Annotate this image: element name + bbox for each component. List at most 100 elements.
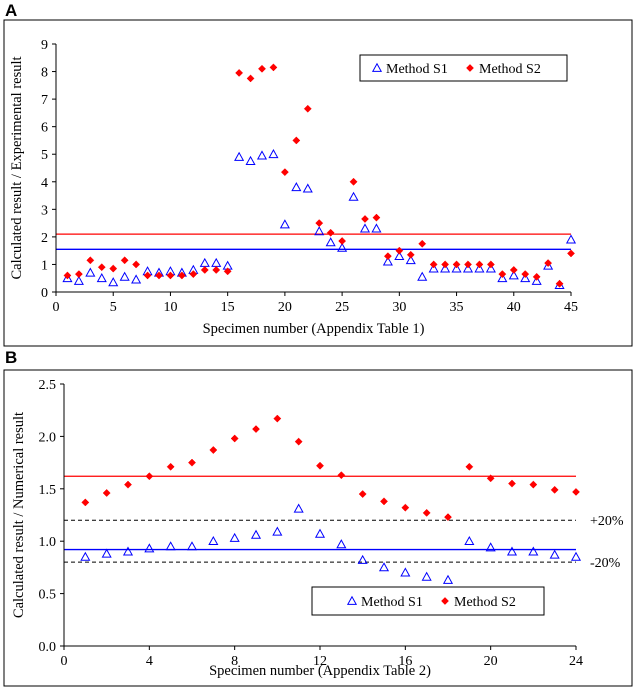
legend-marker-s2 [466, 64, 474, 72]
y-tick-label: 0.5 [39, 588, 57, 603]
point-s2 [166, 462, 175, 471]
point-s2 [349, 177, 358, 186]
point-s1 [506, 546, 518, 556]
y-tick-label: 8 [41, 66, 48, 81]
point-s2 [401, 503, 410, 512]
point-s2 [555, 279, 564, 288]
point-s1 [451, 263, 462, 273]
point-s1 [80, 551, 91, 561]
y-tick-label: 2.5 [39, 378, 57, 393]
point-s2 [74, 270, 83, 279]
x-tick-label: 24 [569, 654, 583, 669]
point-s2 [155, 271, 163, 280]
point-s1 [208, 535, 219, 546]
x-tick-label: 25 [335, 300, 349, 315]
point-s1 [528, 546, 539, 556]
point-s2 [544, 259, 553, 268]
point-s2 [486, 260, 495, 269]
point-s1 [400, 567, 411, 577]
point-s2 [465, 462, 474, 471]
point-s2 [358, 490, 367, 498]
point-s2 [383, 252, 392, 261]
y-tick-label: 1 [41, 258, 48, 273]
reference-line-label: +20% [590, 514, 624, 529]
point-s1 [520, 272, 531, 283]
point-s1 [108, 277, 119, 287]
point-s2 [532, 272, 541, 281]
point-s2 [567, 249, 575, 258]
point-s2 [326, 228, 335, 237]
point-s2 [444, 513, 452, 522]
point-s1 [440, 263, 451, 273]
point-s1 [485, 263, 496, 273]
x-tick-label: 12 [313, 654, 327, 669]
y-tick-label: 7 [41, 93, 48, 108]
point-s2 [86, 256, 95, 265]
point-s2 [372, 213, 381, 222]
point-s2 [406, 250, 415, 259]
point-s2 [475, 260, 484, 269]
point-s2 [508, 479, 516, 488]
point-s2 [166, 271, 175, 280]
point-s1 [96, 272, 107, 283]
point-s1 [421, 571, 432, 581]
point-s1 [371, 223, 382, 233]
legend-box [311, 586, 545, 616]
point-s2 [63, 271, 72, 280]
legend-label-s1: Method S1 [361, 595, 423, 610]
y-axis-label: Calculated result / Experimental result [9, 56, 25, 279]
legend-box [359, 54, 568, 82]
point-s1 [279, 219, 290, 229]
reference-line-label: -20% [590, 556, 621, 571]
point-s2 [280, 168, 289, 177]
point-s2 [143, 271, 152, 280]
point-s1 [348, 191, 359, 201]
point-s1 [570, 551, 582, 561]
panel-b-label: B [5, 348, 18, 367]
y-tick-label: 6 [41, 121, 48, 136]
x-tick-label: 4 [146, 654, 153, 669]
y-tick-label: 0 [41, 286, 48, 301]
point-s2 [223, 267, 232, 276]
y-tick-label: 4 [41, 176, 48, 191]
legend-label-s2: Method S2 [479, 62, 541, 77]
x-tick-label: 5 [110, 300, 117, 315]
point-s2 [97, 263, 106, 272]
y-tick-label: 2 [41, 231, 48, 246]
point-s1 [131, 274, 142, 284]
point-s1 [378, 562, 390, 572]
point-s2 [303, 104, 312, 113]
point-s2 [212, 266, 221, 274]
point-s1 [272, 526, 283, 536]
point-s1 [101, 548, 112, 558]
point-s2 [395, 246, 404, 255]
point-s1 [302, 183, 313, 193]
legend-marker-s2 [441, 597, 449, 605]
point-s1 [394, 250, 405, 261]
y-axis-label: Calculated result / Numerical result [11, 412, 27, 618]
point-s2 [464, 260, 472, 269]
x-tick-label: 0 [53, 300, 60, 315]
y-tick-label: 0.0 [39, 640, 57, 655]
point-s2 [246, 74, 255, 83]
point-s2 [109, 264, 118, 273]
point-s2 [315, 219, 324, 228]
point-s1 [497, 272, 508, 283]
point-s2 [361, 215, 369, 223]
point-s1 [73, 275, 84, 285]
point-s2 [452, 260, 461, 269]
point-s2 [188, 458, 196, 467]
x-tick-label: 15 [221, 300, 235, 315]
x-tick-label: 20 [278, 300, 292, 315]
point-s1 [250, 529, 262, 539]
point-s2 [429, 260, 438, 269]
point-s2 [550, 485, 559, 494]
point-s2 [200, 266, 209, 274]
point-s1 [186, 541, 198, 551]
point-s2 [145, 472, 154, 481]
point-s1 [464, 535, 475, 546]
legend-marker-s1 [346, 595, 358, 605]
x-tick-label: 45 [564, 300, 578, 315]
point-s1 [428, 263, 439, 273]
point-s2 [269, 63, 278, 72]
